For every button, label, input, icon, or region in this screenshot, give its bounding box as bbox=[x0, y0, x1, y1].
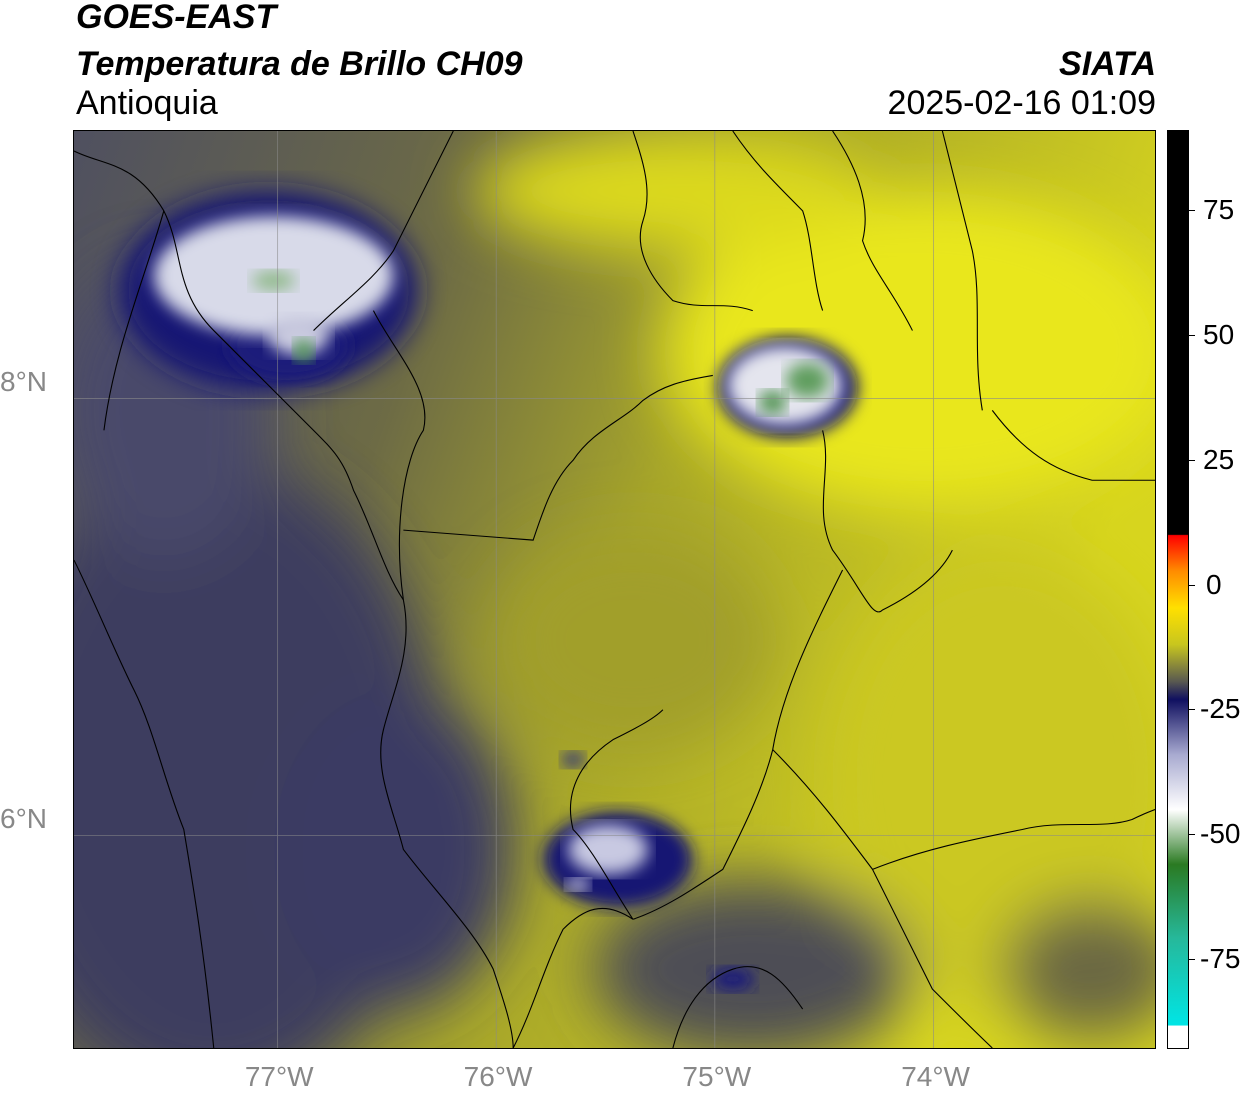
latitude-label: 6°N bbox=[0, 803, 47, 835]
brightness-temperature-map bbox=[73, 130, 1156, 1049]
longitude-label: 77°W bbox=[244, 1061, 314, 1092]
colorbar-tick-mark bbox=[1189, 959, 1195, 961]
colorbar-tick-mark bbox=[1189, 209, 1195, 211]
organization-label: SIATA bbox=[1059, 45, 1156, 83]
cloud-cluster-uraba bbox=[118, 190, 419, 391]
longitude-label: 76°W bbox=[463, 1061, 533, 1092]
region-label: Antioquia bbox=[76, 84, 218, 122]
colorbar-tick-label: -75 bbox=[1200, 943, 1241, 975]
colorbar-tick-mark bbox=[1189, 334, 1195, 336]
colorbar-tick-label: 0 bbox=[1206, 568, 1222, 600]
colorbar-tick-label: -25 bbox=[1200, 693, 1241, 725]
longitude-label: 74°W bbox=[901, 1061, 970, 1092]
colorbar-tick-label: 75 bbox=[1203, 193, 1235, 225]
latitude-label: 8°N bbox=[0, 365, 47, 397]
colorbar-tick-label: 50 bbox=[1203, 318, 1235, 350]
temperature-field bbox=[74, 131, 1155, 1048]
colorbar-tick-mark bbox=[1189, 709, 1195, 711]
political-boundaries bbox=[74, 131, 1155, 1048]
cloud-cluster-bolivar bbox=[717, 337, 858, 438]
colorbar-tick-label: 25 bbox=[1203, 443, 1235, 475]
colorbar bbox=[1167, 130, 1189, 1049]
satellite-title: GOES-EAST bbox=[76, 0, 277, 36]
colorbar-tick-mark bbox=[1189, 459, 1195, 461]
longitude-label: 75°W bbox=[682, 1061, 752, 1092]
timestamp-label: 2025-02-16 01:09 bbox=[887, 84, 1156, 122]
colorbar-tick-mark bbox=[1189, 584, 1195, 586]
map-gridlines bbox=[74, 131, 1155, 1048]
colorbar-tick-mark bbox=[1189, 834, 1195, 836]
product-title: Temperatura de Brillo CH09 bbox=[76, 45, 523, 83]
colorbar-tick-label: -50 bbox=[1200, 818, 1241, 850]
